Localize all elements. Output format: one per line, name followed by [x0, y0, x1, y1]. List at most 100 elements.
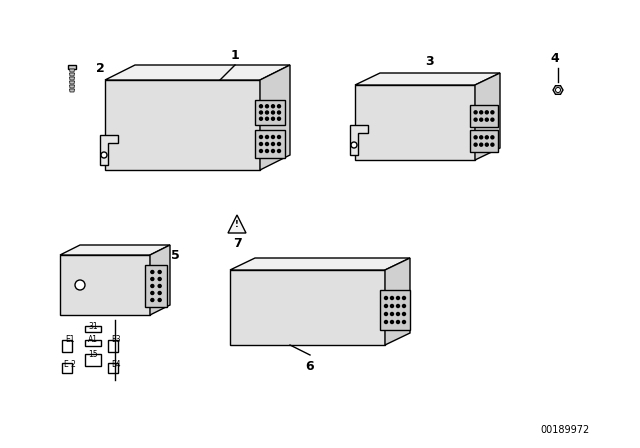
Polygon shape — [228, 215, 246, 233]
Polygon shape — [70, 85, 74, 88]
Polygon shape — [150, 245, 170, 315]
Polygon shape — [255, 100, 285, 125]
Circle shape — [485, 111, 488, 114]
Text: A1: A1 — [88, 335, 98, 344]
Circle shape — [474, 111, 477, 114]
Polygon shape — [475, 73, 500, 160]
Circle shape — [266, 150, 269, 152]
Text: 5: 5 — [171, 249, 179, 262]
Circle shape — [278, 117, 280, 120]
Text: 4: 4 — [550, 52, 559, 65]
Circle shape — [158, 298, 161, 302]
Circle shape — [266, 105, 269, 108]
Circle shape — [271, 117, 275, 120]
Circle shape — [480, 136, 483, 139]
Text: 3: 3 — [426, 55, 435, 68]
Polygon shape — [380, 290, 410, 330]
Polygon shape — [70, 69, 74, 72]
Circle shape — [390, 320, 394, 323]
Text: 15: 15 — [88, 350, 98, 359]
Bar — [85, 354, 101, 366]
Polygon shape — [470, 105, 498, 127]
Circle shape — [151, 271, 154, 273]
Circle shape — [259, 142, 262, 146]
Polygon shape — [260, 65, 290, 170]
Circle shape — [158, 292, 161, 294]
Polygon shape — [350, 125, 368, 155]
Circle shape — [278, 135, 280, 138]
Circle shape — [390, 305, 394, 307]
Circle shape — [266, 111, 269, 114]
Polygon shape — [105, 80, 260, 170]
Circle shape — [491, 111, 494, 114]
Text: E1: E1 — [65, 335, 75, 344]
Circle shape — [259, 105, 262, 108]
Circle shape — [151, 277, 154, 280]
Circle shape — [491, 136, 494, 139]
Polygon shape — [385, 258, 410, 345]
Circle shape — [266, 135, 269, 138]
Polygon shape — [255, 130, 285, 158]
Circle shape — [278, 105, 280, 108]
Text: !: ! — [235, 220, 239, 229]
Circle shape — [151, 298, 154, 302]
Circle shape — [403, 320, 406, 323]
Circle shape — [474, 143, 477, 146]
Circle shape — [266, 117, 269, 120]
Polygon shape — [553, 86, 563, 95]
Bar — [108, 363, 118, 373]
Circle shape — [480, 111, 483, 114]
Circle shape — [271, 142, 275, 146]
Polygon shape — [70, 77, 74, 80]
Polygon shape — [100, 135, 118, 165]
Bar — [85, 326, 101, 332]
Circle shape — [403, 313, 406, 315]
Circle shape — [390, 313, 394, 315]
Polygon shape — [470, 130, 498, 152]
Circle shape — [158, 271, 161, 273]
Circle shape — [385, 320, 387, 323]
Circle shape — [485, 136, 488, 139]
Circle shape — [259, 150, 262, 152]
Circle shape — [278, 111, 280, 114]
Polygon shape — [105, 65, 290, 80]
Circle shape — [271, 135, 275, 138]
Text: 6: 6 — [306, 360, 314, 373]
Text: E 2: E 2 — [64, 360, 76, 369]
Circle shape — [259, 135, 262, 138]
Circle shape — [385, 297, 387, 300]
Circle shape — [397, 297, 399, 300]
Circle shape — [491, 118, 494, 121]
Polygon shape — [145, 265, 167, 307]
Text: 2: 2 — [95, 61, 104, 74]
Polygon shape — [60, 245, 170, 255]
Circle shape — [385, 313, 387, 315]
Circle shape — [259, 111, 262, 114]
Circle shape — [556, 87, 561, 92]
Circle shape — [403, 297, 406, 300]
Circle shape — [397, 313, 399, 315]
Circle shape — [101, 152, 107, 158]
Polygon shape — [230, 258, 410, 270]
Text: 7: 7 — [232, 237, 241, 250]
Circle shape — [151, 292, 154, 294]
Bar — [108, 340, 118, 352]
Circle shape — [278, 142, 280, 146]
Polygon shape — [60, 255, 150, 315]
Circle shape — [75, 280, 85, 290]
Polygon shape — [230, 270, 385, 345]
Circle shape — [259, 117, 262, 120]
Circle shape — [271, 150, 275, 152]
Bar — [62, 363, 72, 373]
Polygon shape — [70, 81, 74, 84]
Polygon shape — [70, 73, 74, 76]
Polygon shape — [355, 73, 500, 85]
Circle shape — [485, 118, 488, 121]
Circle shape — [474, 118, 477, 121]
Text: 1: 1 — [230, 49, 239, 62]
Circle shape — [151, 284, 154, 288]
Bar — [62, 340, 72, 352]
Circle shape — [397, 320, 399, 323]
Text: 31: 31 — [88, 322, 98, 331]
Circle shape — [266, 142, 269, 146]
